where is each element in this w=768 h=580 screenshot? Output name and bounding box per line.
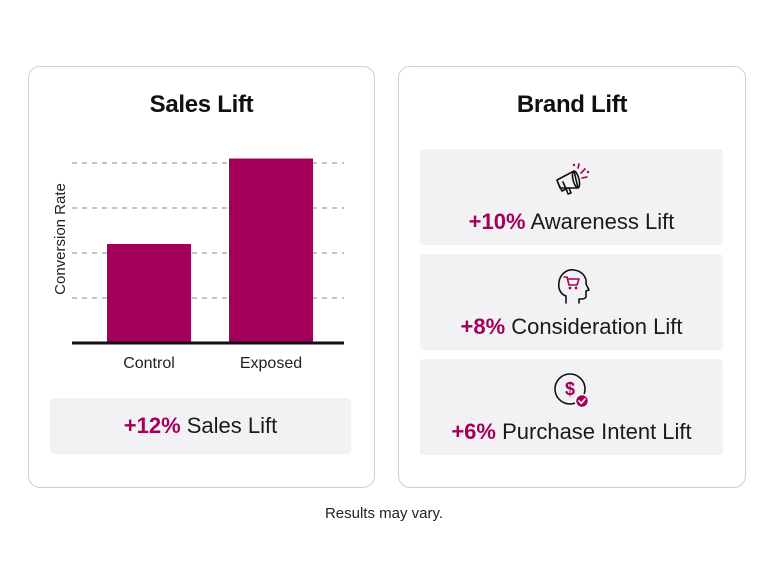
awareness-lift-text: +10% Awareness Lift: [420, 207, 723, 237]
awareness-lift-value: +10%: [468, 209, 526, 234]
consideration-lift-value: +8%: [460, 314, 506, 339]
sales-lift-card: Sales Lift Control Exposed Conversion Rat…: [28, 66, 375, 488]
brand-lift-card: Brand Lift +10% Awareness Lift: [398, 66, 746, 488]
purchase-intent-lift-value: +6%: [451, 419, 496, 444]
purchase-intent-lift-label: Purchase Intent Lift: [495, 419, 692, 444]
sales-lift-stat: +12% Sales Lift: [50, 398, 351, 454]
brand-lift-title: Brand Lift: [516, 91, 628, 118]
consideration-lift-label: Consideration Lift: [505, 314, 683, 339]
purchase-intent-lift-box: $ +6% Purchase Intent Lift: [420, 359, 723, 455]
svg-text:$: $: [564, 379, 574, 399]
x-tick-label-exposed: Exposed: [240, 355, 302, 372]
consideration-lift-text: +8% Consideration Lift: [420, 312, 723, 342]
awareness-lift-box: +10% Awareness Lift: [420, 149, 723, 245]
conversion-rate-chart: Control Exposed Conversion Rate: [52, 158, 344, 372]
megaphone-icon: [555, 163, 589, 195]
awareness-lift-label: Awareness Lift: [525, 209, 675, 234]
x-tick-label-control: Control: [123, 355, 175, 372]
bar-exposed: [229, 158, 313, 343]
consideration-lift-box: +8% Consideration Lift: [420, 254, 723, 350]
y-axis-label: Conversion Rate: [52, 183, 69, 295]
sales-lift-title: Sales Lift: [149, 91, 254, 118]
sales-lift-label: Sales Lift: [180, 413, 278, 438]
footer-disclaimer: Results may vary.: [324, 505, 444, 522]
head-cart-icon: [557, 269, 590, 304]
bar-control: [107, 244, 191, 343]
dollar-check-icon: $: [553, 373, 589, 409]
sales-lift-value: +12%: [123, 413, 181, 438]
purchase-intent-lift-text: +6% Purchase Intent Lift: [420, 417, 723, 447]
